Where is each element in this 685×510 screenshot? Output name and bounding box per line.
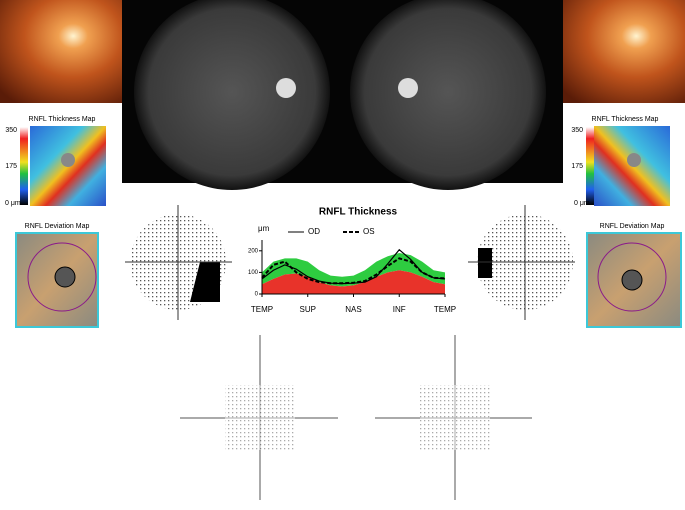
map-title: RNFL Thickness Map (29, 116, 96, 123)
y-axis-label: μm (258, 224, 270, 233)
scan-circle (27, 242, 97, 312)
legend-label: OS (363, 227, 375, 236)
disc (627, 153, 641, 167)
color-bar (20, 127, 28, 205)
optic-disc (276, 78, 296, 98)
y-tick-label: 0 (255, 292, 259, 298)
y-tick-label: 200 (248, 248, 259, 254)
x-tick-label: NAS (345, 305, 361, 314)
color-bar (586, 127, 594, 205)
legend-label: OD (308, 227, 320, 236)
scale-label: 175 (5, 163, 17, 170)
disc (61, 153, 75, 167)
scan-circle (597, 242, 667, 312)
deviation-map (15, 232, 99, 328)
disc (54, 266, 76, 288)
x-tick-label: SUP (300, 305, 316, 314)
x-tick-label: TEMP (251, 305, 273, 314)
series-line (261, 257, 446, 285)
scale-label: 350 (571, 127, 583, 134)
x-tick-label: TEMP (434, 305, 456, 314)
x-tick-label: INF (393, 305, 406, 314)
numeric-field (180, 335, 338, 500)
scale-label: 0 μm (5, 200, 21, 207)
optic-disc (398, 78, 418, 98)
rnfl-chart: RNFL Thickness μm 0 100 200 TEMP SUP NAS INF TEMP… (248, 207, 456, 314)
scale-label: 175 (571, 163, 583, 170)
numeric-field (375, 335, 532, 500)
map-title: RNFL Thickness Map (592, 116, 659, 123)
normal-band (262, 252, 445, 287)
fundus-photo (0, 0, 122, 103)
red-free-fundus (134, 0, 330, 190)
scale-label: 0 μm (574, 200, 590, 207)
y-tick-label: 100 (248, 270, 259, 276)
map-title: RNFL Deviation Map (25, 223, 90, 230)
scale-label: 350 (5, 127, 17, 134)
abnormal-band (262, 270, 445, 294)
visual-field (125, 205, 232, 320)
map-title: RNFL Deviation Map (600, 223, 665, 230)
red-free-fundus (350, 0, 546, 190)
chart-title: RNFL Thickness (319, 207, 398, 218)
visual-field (468, 205, 575, 320)
fundus-photo (563, 0, 685, 103)
disc (621, 269, 643, 291)
